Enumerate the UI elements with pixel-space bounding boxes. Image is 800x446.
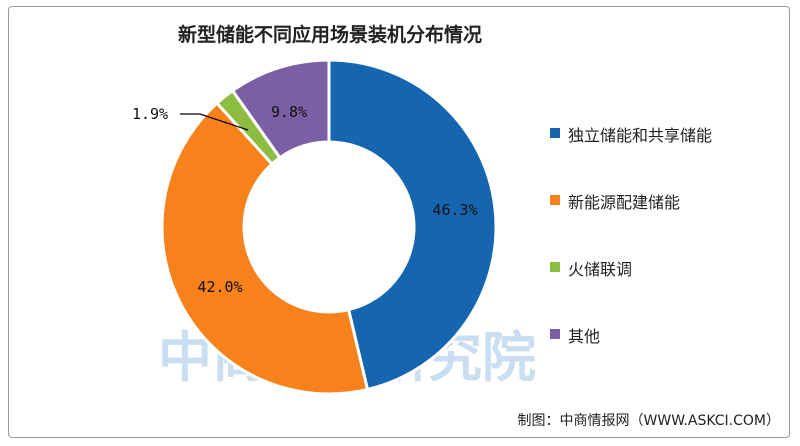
legend-item: 新能源配建储能 [550,189,712,256]
legend-swatch [550,329,560,339]
legend: 独立储能和共享储能 新能源配建储能 火储联调 其他 [550,122,712,390]
donut-slice [230,58,331,160]
legend-swatch [550,195,560,205]
source-note: 制图：中商情报网（WWW.ASKCI.COM） [517,413,780,429]
chart-frame [8,6,790,438]
legend-label: 其他 [568,327,601,346]
legend-label: 新能源配建储能 [568,193,681,212]
data-label: 42.0% [197,278,242,296]
data-label: 46.3% [432,201,477,219]
legend-item: 其他 [550,323,712,390]
legend-label: 火储联调 [568,260,633,279]
donut-slice [327,58,498,392]
data-label: 9.8% [271,103,307,121]
legend-label: 独立储能和共享储能 [568,126,713,145]
leader-line [180,113,249,131]
legend-swatch [550,262,560,272]
legend-item: 火储联调 [550,256,712,323]
legend-swatch [550,128,560,138]
donut-slice [160,101,370,396]
legend-item: 独立储能和共享储能 [550,122,712,189]
data-label: 1.9% [132,105,168,123]
chart-title: 新型储能不同应用场景装机分布情况 [177,24,482,46]
